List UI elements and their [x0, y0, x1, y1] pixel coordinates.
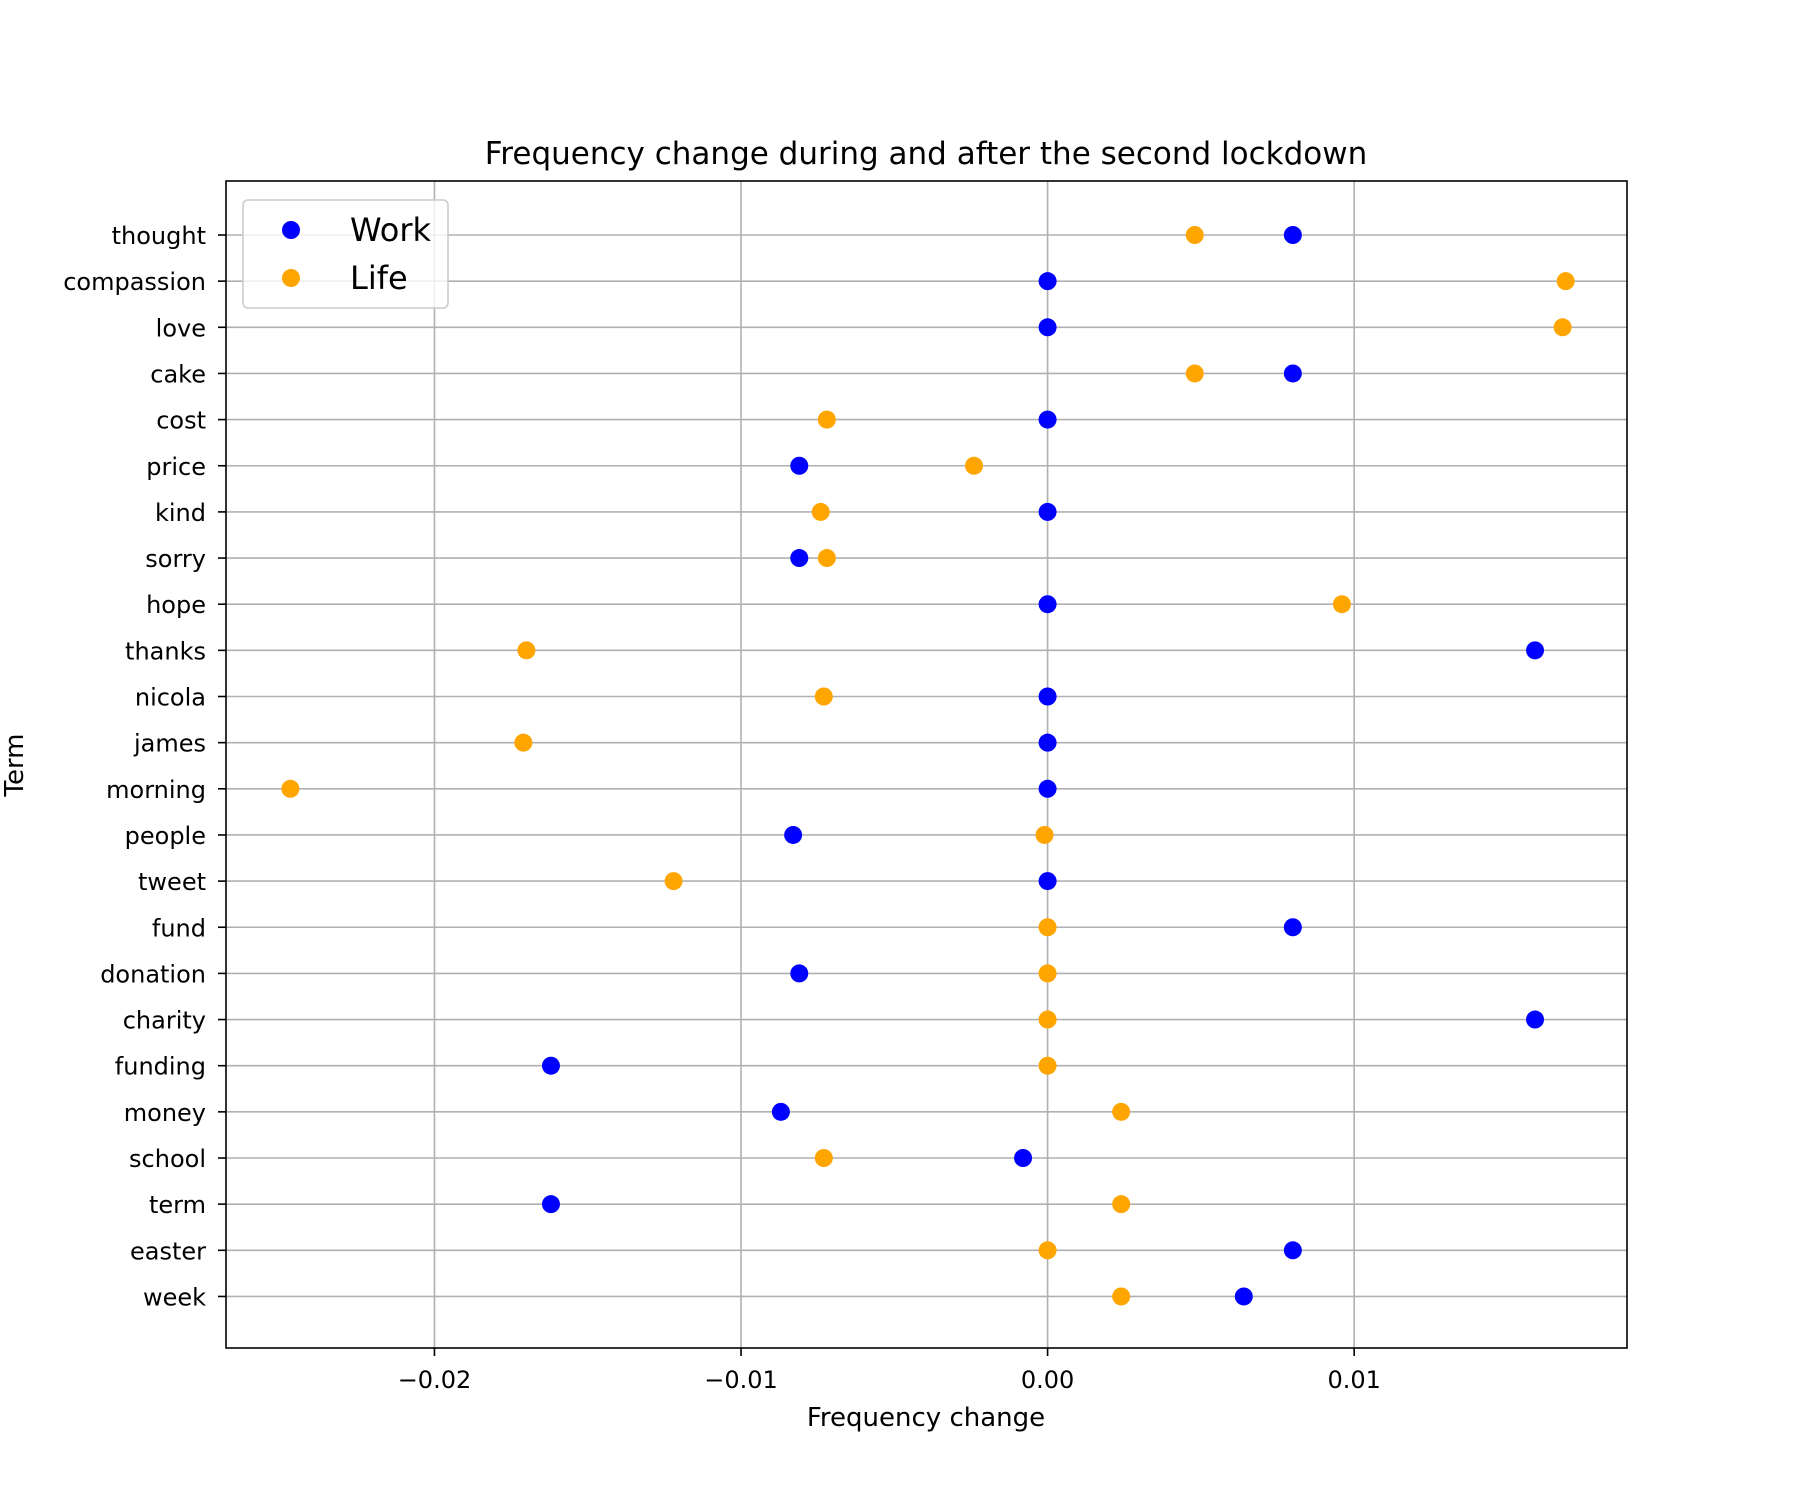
y-tick-label-week: week [143, 1283, 206, 1311]
point-life-week [1112, 1287, 1131, 1306]
point-work-week [1234, 1287, 1253, 1306]
point-work-fund [1283, 918, 1302, 937]
y-tick-label-funding: funding [115, 1053, 206, 1081]
legend-label-life: Life [350, 259, 408, 297]
legend-label-work: Work [350, 211, 432, 249]
y-tick-label-thought: thought [112, 222, 206, 250]
point-work-thought [1283, 226, 1302, 244]
x-tick-label: 0.00 [1021, 1366, 1074, 1394]
point-work-funding [541, 1056, 560, 1075]
point-life-james [514, 733, 533, 752]
point-life-school [814, 1149, 833, 1167]
point-work-people [784, 825, 803, 844]
point-life-compassion [1556, 272, 1575, 291]
y-tick-label-donation: donation [100, 960, 206, 988]
point-work-kind [1038, 502, 1057, 521]
point-life-donation [1038, 964, 1057, 983]
y-tick-label-fund: fund [152, 914, 206, 942]
y-tick-label-price: price [146, 453, 206, 481]
point-life-kind [811, 502, 830, 521]
y-tick-label-sorry: sorry [145, 545, 206, 573]
y-tick-label-compassion: compassion [63, 268, 206, 296]
y-tick-label-morning: morning [106, 776, 206, 804]
series-life [281, 226, 1575, 1306]
point-work-love [1038, 318, 1057, 337]
point-work-morning [1038, 779, 1057, 798]
y-tick-label-kind: kind [155, 499, 206, 527]
point-work-cake [1283, 364, 1302, 383]
point-life-cake [1185, 364, 1204, 383]
point-work-hope [1038, 595, 1057, 614]
point-life-easter [1038, 1241, 1057, 1260]
data-points [281, 226, 1575, 1306]
point-work-easter [1283, 1241, 1302, 1260]
x-tick-label: −0.02 [398, 1366, 472, 1394]
point-work-james [1038, 733, 1057, 752]
grid [226, 181, 1627, 1348]
y-tick-label-cake: cake [150, 360, 206, 388]
point-life-people [1035, 825, 1054, 844]
y-axis: thought compassion love cake cost price kind so… [63, 222, 226, 1311]
legend-marker-life [282, 269, 300, 287]
point-work-nicola [1038, 687, 1057, 706]
point-life-term [1112, 1195, 1131, 1214]
point-life-charity [1038, 1010, 1057, 1029]
series-work [541, 226, 1545, 1306]
legend-marker-work [282, 221, 300, 239]
point-life-thought [1185, 226, 1204, 244]
y-tick-label-tweet: tweet [138, 868, 206, 896]
point-work-donation [790, 964, 809, 983]
y-tick-label-cost: cost [156, 407, 206, 435]
point-life-morning [281, 779, 300, 798]
point-life-tweet [664, 872, 683, 891]
y-tick-label-love: love [156, 314, 206, 342]
legend: Work Life [242, 199, 449, 309]
chart-title: Frequency change during and after the se… [485, 136, 1368, 172]
point-life-fund [1038, 918, 1057, 937]
point-life-funding [1038, 1056, 1057, 1075]
point-life-thanks [517, 641, 536, 660]
y-axis-label: Term [0, 733, 30, 797]
point-life-money [1112, 1102, 1131, 1121]
point-work-charity [1526, 1010, 1545, 1029]
point-work-tweet [1038, 872, 1057, 891]
y-tick-label-money: money [124, 1099, 206, 1127]
y-tick-label-easter: easter [130, 1237, 206, 1265]
point-life-nicola [814, 687, 833, 706]
y-tick-label-charity: charity [123, 1007, 206, 1035]
point-life-cost [817, 410, 836, 429]
x-axis: −0.02 −0.01 0.00 0.01 [398, 1348, 1381, 1394]
y-tick-label-people: people [125, 822, 206, 850]
point-work-term [541, 1195, 560, 1214]
y-tick-label-thanks: thanks [125, 637, 206, 665]
y-tick-label-nicola: nicola [135, 684, 206, 712]
y-tick-label-school: school [129, 1145, 206, 1173]
x-tick-label: −0.01 [704, 1366, 778, 1394]
point-work-thanks [1526, 641, 1545, 660]
point-life-price [965, 456, 984, 475]
x-tick-label: 0.01 [1327, 1366, 1380, 1394]
plot-frame [225, 180, 1628, 1349]
point-life-hope [1332, 595, 1351, 614]
point-work-sorry [790, 549, 809, 568]
x-axis-label: Frequency change [807, 1403, 1045, 1433]
y-tick-label-term: term [149, 1191, 206, 1219]
y-tick-label-james: james [133, 730, 206, 758]
point-life-sorry [817, 549, 836, 568]
point-work-cost [1038, 410, 1057, 429]
point-work-money [771, 1102, 790, 1121]
point-work-school [1014, 1149, 1033, 1167]
point-life-love [1553, 318, 1572, 337]
point-work-price [790, 456, 809, 475]
y-tick-label-hope: hope [146, 591, 206, 619]
point-work-compassion [1038, 272, 1057, 291]
